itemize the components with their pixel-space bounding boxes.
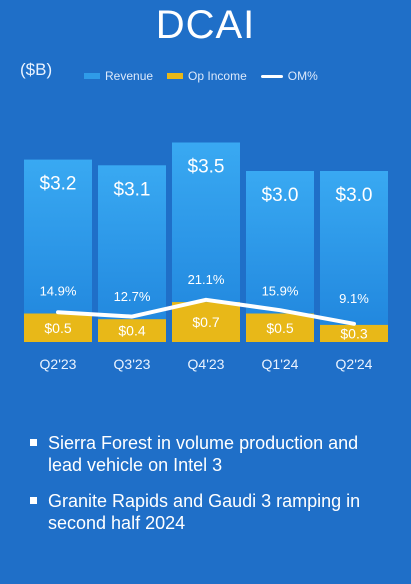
- legend-label-om: OM%: [287, 69, 318, 83]
- om-value-label: 9.1%: [339, 291, 369, 306]
- bullet-text: Granite Rapids and Gaudi 3 ramping in se…: [48, 491, 361, 533]
- op-income-value-label: $0.4: [118, 323, 145, 339]
- op-income-value-label: $0.5: [266, 320, 293, 336]
- om-value-label: 14.9%: [40, 284, 77, 299]
- bullet-text: Sierra Forest in volume production and l…: [48, 433, 359, 475]
- legend-label-op-income: Op Income: [188, 69, 247, 83]
- revenue-value-label: $3.0: [336, 185, 373, 206]
- op-income-value-label: $0.3: [340, 325, 367, 341]
- om-value-label: 12.7%: [114, 289, 151, 304]
- revenue-value-label: $3.5: [188, 157, 225, 178]
- revenue-value-label: $3.2: [40, 174, 77, 195]
- om-value-label: 15.9%: [262, 284, 299, 299]
- x-tick-label: Q1'24: [262, 356, 299, 372]
- revenue-bar: [320, 171, 388, 342]
- legend-swatch-op-income: [167, 73, 184, 79]
- legend-item-om: OM%: [260, 69, 318, 83]
- legend-swatch-om: [260, 74, 283, 78]
- bullet-item: Granite Rapids and Gaudi 3 ramping in se…: [30, 490, 390, 534]
- om-value-label: 21.1%: [188, 272, 225, 287]
- op-income-bar: [98, 319, 166, 342]
- op-income-bar: [172, 302, 240, 342]
- bullet-list: Sierra Forest in volume production and l…: [30, 432, 390, 548]
- legend-item-revenue: Revenue: [84, 69, 153, 83]
- op-income-bar: [24, 313, 92, 342]
- op-income-value-label: $0.7: [192, 314, 219, 330]
- legend-item-op-income: Op Income: [167, 69, 247, 83]
- x-tick-label: Q2'24: [336, 356, 373, 372]
- revenue-value-label: $3.0: [262, 185, 299, 206]
- legend-label-revenue: Revenue: [105, 69, 154, 83]
- op-income-value-label: $0.5: [44, 320, 71, 336]
- bullet-marker: [30, 497, 37, 504]
- bullet-item: Sierra Forest in volume production and l…: [30, 432, 390, 476]
- x-tick-label: Q2'23: [40, 356, 77, 372]
- om-line: [56, 297, 356, 326]
- unit-label: ($B): [20, 60, 53, 79]
- x-tick-label: Q4'23: [188, 356, 225, 372]
- bullet-marker: [30, 439, 37, 446]
- chart-legend: Revenue Op Income OM%: [84, 68, 332, 84]
- x-tick-label: Q3'23: [114, 356, 151, 372]
- op-income-bar: [320, 324, 388, 342]
- page-title: DCAI: [155, 3, 256, 47]
- op-income-bar: [246, 313, 314, 342]
- legend-swatch-revenue: [84, 73, 100, 79]
- dcai-chart: $3.2 $0.5 14.9% Q2'23 $3.1 $0.4 12.7% Q3'23 $3.5…: [24, 142, 388, 372]
- revenue-value-label: $3.1: [114, 179, 151, 200]
